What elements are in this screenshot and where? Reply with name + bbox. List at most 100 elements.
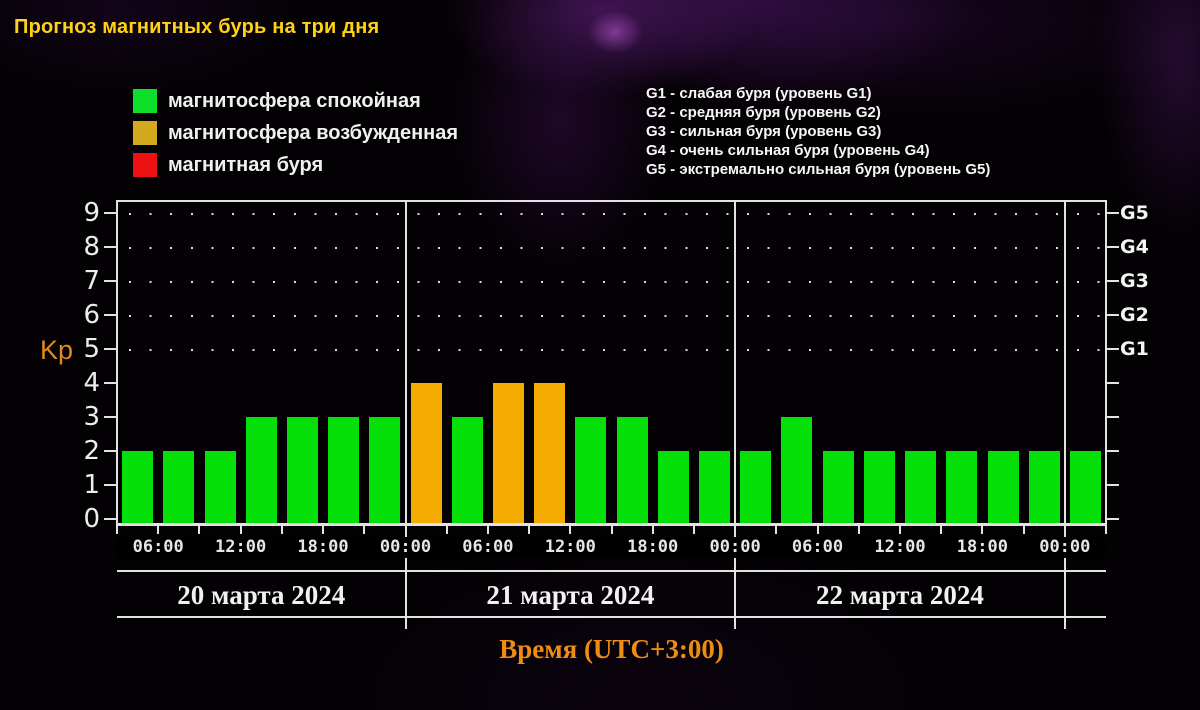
y-tick (104, 348, 117, 350)
x-tick (899, 526, 901, 534)
y-tick-label: 2 (83, 436, 100, 466)
kp-bar-quiet (657, 451, 689, 523)
y-tick (104, 314, 117, 316)
right-axis-label-g3: G3 (1120, 270, 1149, 292)
y-tick (104, 212, 117, 214)
x-tick (610, 526, 613, 534)
g-level-line-g3: G3 - сильная буря (уровень G3) (646, 123, 882, 140)
kp-bar-excited (410, 383, 442, 523)
right-y-tick (1107, 212, 1119, 214)
kp-bar-quiet (699, 451, 730, 523)
y-tick (104, 382, 117, 384)
x-tick (198, 526, 201, 534)
right-axis-line (1105, 200, 1107, 523)
legend-item-storm: магнитная буря (133, 149, 458, 181)
time-tick-label: 06:00 (776, 537, 859, 558)
y-tick (104, 246, 117, 248)
x-tick (280, 526, 283, 534)
kp-bar-excited (534, 383, 566, 523)
right-y-tick (1107, 280, 1119, 282)
right-axis-label-g5: G5 (1120, 202, 1149, 224)
midnight-boundary-line (1063, 200, 1066, 523)
y-tick-label: 5 (83, 334, 100, 364)
date-band-divider (1063, 527, 1066, 629)
kp-bar-quiet (369, 417, 401, 523)
kp-bar-quiet (575, 417, 607, 523)
time-tick-label: 12:00 (859, 537, 941, 558)
x-tick (692, 526, 695, 534)
kp-bar-quiet (204, 451, 236, 523)
time-tick-label: 00:00 (694, 537, 777, 558)
x-tick (816, 526, 819, 534)
g-level-line-g4: G4 - очень сильная буря (уровень G4) (646, 142, 930, 159)
y-axis-label-kp: Kp (40, 335, 74, 365)
kp-bar-quiet (1069, 451, 1101, 523)
kp-bar-quiet (740, 451, 772, 523)
date-band-divider (734, 527, 737, 629)
kp-bar-quiet (286, 417, 318, 523)
time-tick-label: 06:00 (117, 537, 200, 558)
kp-bar-excited (493, 383, 524, 523)
legend-item-quiet: магнитосфера спокойная (133, 85, 458, 117)
time-tick-label: 18:00 (611, 537, 694, 558)
y-tick-label: 8 (83, 232, 100, 262)
x-tick (651, 526, 654, 534)
kp-bar-quiet (781, 417, 813, 523)
y-tick (104, 450, 117, 452)
kp-bar-quiet (245, 417, 277, 523)
x-tick (775, 526, 778, 534)
legend-item-excited: магнитосфера возбужденная (133, 117, 458, 149)
page-title: Прогноз магнитных бурь на три дня (14, 16, 380, 38)
date-label: 20 марта 2024 (177, 580, 346, 610)
y-tick-label: 1 (83, 470, 100, 500)
x-tick (528, 526, 531, 534)
y-tick (104, 416, 117, 418)
legend-label-quiet: магнитосфера спокойная (168, 89, 421, 112)
kp-bar-quiet (451, 417, 483, 523)
right-axis-label-g2: G2 (1120, 304, 1149, 326)
x-axis-label-time: Время (UTC+3:00) (499, 634, 724, 664)
time-tick-label: 00:00 (1023, 537, 1106, 558)
x-tick (569, 526, 572, 534)
right-y-tick (1107, 450, 1119, 452)
dotted-gridline (129, 247, 1100, 249)
dotted-gridline (129, 213, 1100, 215)
y-tick-label: 9 (83, 198, 100, 228)
y-tick (104, 280, 117, 282)
right-y-tick (1107, 416, 1119, 418)
right-axis-label-g4: G4 (1120, 236, 1149, 258)
right-y-tick (1107, 484, 1119, 486)
legend-swatch-quiet (133, 89, 157, 113)
right-axis-label-g1: G1 (1120, 338, 1149, 360)
x-tick (363, 526, 366, 534)
x-tick (116, 526, 118, 534)
right-y-tick (1107, 246, 1119, 248)
time-tick-label: 12:00 (199, 537, 282, 558)
kp-bar-quiet (163, 451, 195, 523)
right-y-tick (1107, 382, 1119, 384)
date-label: 22 марта 2024 (815, 580, 984, 610)
date-label: 21 марта 2024 (486, 580, 655, 610)
x-tick (1022, 526, 1025, 534)
kp-bar-quiet (822, 451, 854, 523)
plot-border-top (116, 200, 1107, 202)
x-tick (239, 526, 242, 534)
y-tick (104, 518, 117, 520)
kp-bar-quiet (328, 417, 360, 523)
time-tick-label: 06:00 (446, 537, 529, 558)
y-tick-label: 4 (83, 368, 100, 398)
magnetosphere-legend: магнитосфера спокойная магнитосфера возб… (133, 85, 458, 181)
right-y-tick (1107, 348, 1119, 350)
x-tick (445, 526, 448, 534)
x-tick (1105, 526, 1107, 534)
kp-bar-quiet (987, 451, 1019, 523)
y-tick-label: 3 (83, 402, 100, 432)
y-axis-line (116, 200, 118, 523)
date-band-line-top (117, 570, 1106, 572)
time-tick-label: 18:00 (941, 537, 1024, 558)
midnight-boundary-line (734, 200, 737, 523)
x-tick (857, 526, 860, 534)
x-tick (486, 526, 489, 534)
kp-bar-quiet (905, 451, 937, 523)
kp-bar-quiet (1028, 451, 1060, 523)
